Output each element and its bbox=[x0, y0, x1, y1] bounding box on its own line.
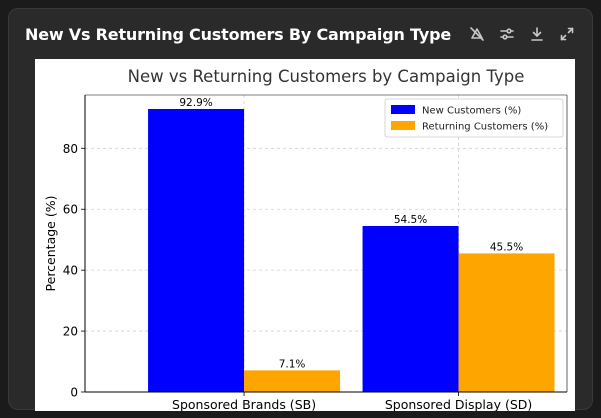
chart-title: New vs Returning Customers by Campaign T… bbox=[128, 67, 525, 86]
legend-swatch bbox=[391, 121, 415, 130]
bar bbox=[362, 225, 459, 392]
toggle-hidden-icon[interactable] bbox=[468, 25, 486, 43]
settings-sliders-icon[interactable] bbox=[498, 25, 516, 43]
expand-icon[interactable] bbox=[558, 25, 576, 43]
x-tick-label: Sponsored Display (SD) bbox=[385, 397, 532, 411]
bar-value-label: 92.9% bbox=[179, 97, 212, 109]
legend-label: New Customers (%) bbox=[422, 106, 521, 117]
y-tick-label: 80 bbox=[63, 142, 78, 156]
card-toolbar bbox=[468, 25, 576, 43]
x-tick-label: Sponsored Brands (SB) bbox=[172, 397, 316, 411]
chart-image: New vs Returning Customers by Campaign T… bbox=[35, 59, 575, 411]
bar bbox=[148, 109, 245, 393]
bar-value-label: 7.1% bbox=[279, 358, 306, 370]
legend-box bbox=[384, 98, 564, 138]
y-tick-label: 0 bbox=[70, 386, 78, 400]
bar bbox=[458, 253, 555, 392]
y-tick-label: 20 bbox=[63, 325, 78, 339]
download-icon[interactable] bbox=[528, 25, 546, 43]
y-tick-label: 40 bbox=[63, 264, 78, 278]
bar-value-label: 45.5% bbox=[490, 241, 523, 253]
y-axis-label: Percentage (%) bbox=[43, 196, 58, 292]
chart-card: New Vs Returning Customers By Campaign T… bbox=[8, 8, 593, 411]
legend-label: Returning Customers (%) bbox=[422, 122, 548, 133]
y-tick-label: 60 bbox=[63, 203, 78, 217]
bar bbox=[244, 370, 341, 392]
legend-swatch bbox=[391, 105, 415, 114]
bar-value-label: 54.5% bbox=[394, 214, 427, 226]
card-title: New Vs Returning Customers By Campaign T… bbox=[25, 25, 451, 44]
bar-chart: New vs Returning Customers by Campaign T… bbox=[43, 67, 568, 411]
